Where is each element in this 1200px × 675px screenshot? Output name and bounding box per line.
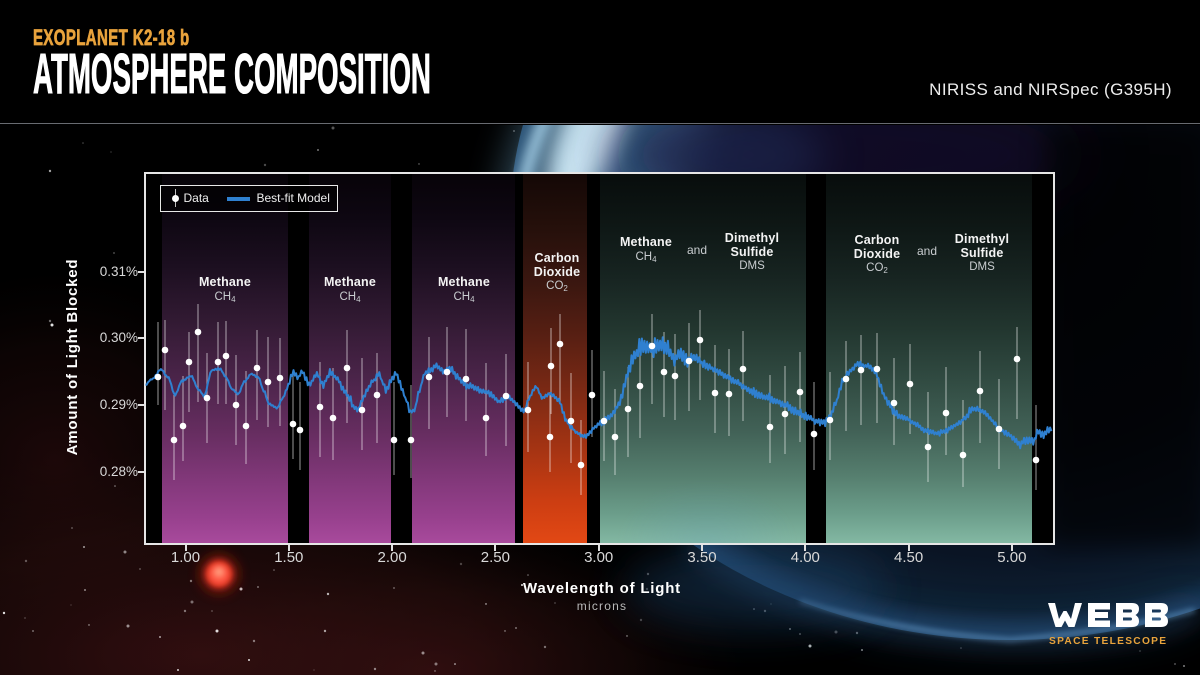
svg-text:SPACE TELESCOPE: SPACE TELESCOPE [1049, 636, 1167, 647]
